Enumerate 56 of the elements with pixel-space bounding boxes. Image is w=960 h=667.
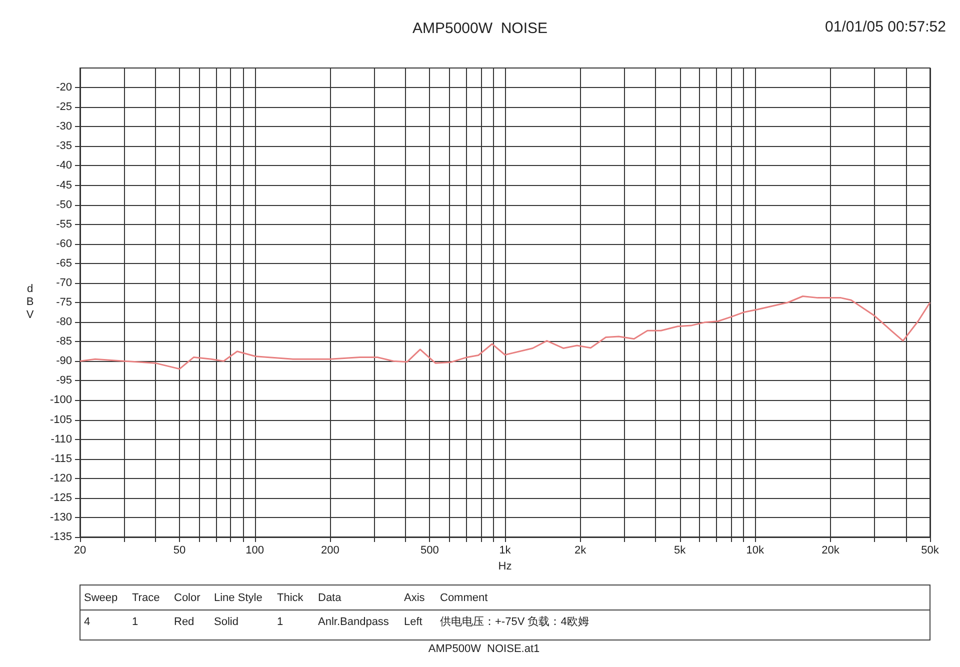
y-axis-title: dBV (26, 283, 34, 321)
text: 01/01/05 00:57:52 (825, 18, 946, 36)
text: AMP500W NOISE.at1 (428, 643, 540, 655)
x-tick-label: 1k (499, 544, 512, 556)
y-tick-label: -85 (56, 336, 72, 348)
y-tick-label: -100 (50, 394, 72, 406)
y-tick-label: -105 (50, 414, 72, 426)
text: 供电电压：+-75V 负载：4欧姆 (440, 615, 589, 628)
y-tick-label: -115 (50, 452, 72, 465)
y-tick-label: -75 (56, 296, 72, 308)
y-tick-label: -70 (56, 276, 72, 289)
y-tick-label: -20 (56, 82, 72, 94)
y-tick-label: -55 (56, 218, 72, 230)
text: Comment (440, 592, 488, 604)
text: Trace (132, 592, 160, 604)
text: Sweep (84, 592, 118, 604)
y-tick-label: -40 (56, 160, 72, 172)
y-tick-label: -125 (50, 492, 72, 504)
x-tick-label: 20 (74, 544, 86, 556)
y-tick-label: -95 (56, 374, 72, 387)
y-tick-label: -120 (50, 472, 72, 484)
y-tick-label: -60 (56, 238, 72, 250)
x-tick-label: 100 (246, 544, 264, 556)
text: Axis (404, 592, 426, 604)
text: 1 (132, 616, 138, 628)
y-tick-label: -135 (50, 531, 72, 543)
text: Left (404, 616, 422, 628)
text: 4 (84, 616, 90, 628)
x-tick-label: 200 (320, 544, 340, 556)
text: Red (174, 616, 194, 628)
text: Color (174, 592, 201, 604)
y-tick-label: -25 (56, 101, 72, 114)
y-tick-label: -130 (50, 511, 72, 524)
x-tick-label: 50k (921, 544, 940, 556)
chart-title: AMP5000W NOISE (412, 20, 548, 37)
text: 1 (277, 616, 284, 628)
y-tick-label: -65 (56, 257, 72, 270)
text: Thick (277, 592, 304, 604)
text: Anlr.Bandpass (318, 616, 390, 628)
x-tick-label: 20k (822, 544, 840, 556)
text: Line Style (214, 592, 262, 604)
x-tick-label: 10k (746, 544, 765, 556)
x-tick-label: 2k (574, 544, 587, 556)
x-axis-title: Hz (498, 560, 512, 572)
x-tick-label: 50 (173, 544, 186, 556)
text: Solid (214, 616, 238, 628)
y-tick-label: -45 (56, 179, 72, 192)
x-tick-label: 5k (674, 544, 686, 556)
x-tick-label: 500 (420, 544, 439, 556)
y-tick-label: -80 (56, 316, 72, 328)
y-tick-label: -90 (56, 355, 72, 368)
y-tick-label: -110 (50, 433, 72, 446)
y-tick-label: -50 (56, 198, 72, 211)
y-tick-label: -30 (56, 120, 72, 133)
y-tick-label: -35 (56, 140, 72, 152)
text: Data (318, 592, 342, 604)
